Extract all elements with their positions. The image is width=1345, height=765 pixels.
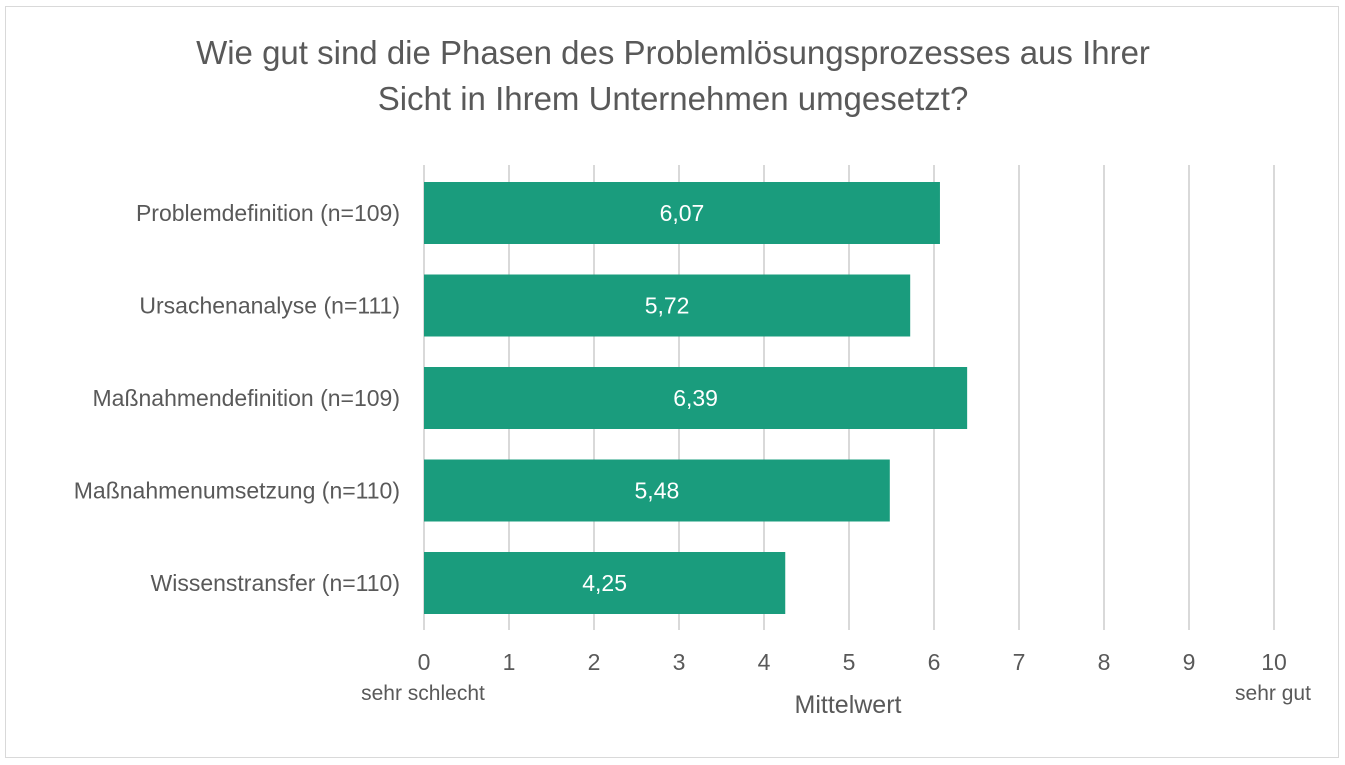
x-tick-label: 3 — [673, 649, 686, 675]
x-max-annotation: sehr gut — [1235, 682, 1311, 705]
bar-value-label: 5,48 — [635, 478, 680, 504]
bar-chart: Wie gut sind die Phasen des Problemlösun… — [74, 34, 1311, 719]
x-tick-label: 10 — [1261, 649, 1287, 675]
bar-value-label: 6,07 — [660, 200, 705, 226]
chart-title: Wie gut sind die Phasen des Problemlösun… — [196, 34, 1150, 117]
category-label: Problemdefinition (n=109) — [136, 200, 400, 226]
x-tick-label: 2 — [588, 649, 601, 675]
x-axis-ticks: 0 1 2 3 4 5 6 7 8 9 10 — [418, 649, 1287, 675]
bar-value-label: 5,72 — [645, 293, 690, 319]
bar — [424, 182, 940, 244]
x-tick-label: 0 — [418, 649, 431, 675]
bars: 6,07 5,72 6,39 5,48 4,25 — [424, 182, 968, 614]
category-label: Wissenstransfer (n=110) — [151, 570, 400, 596]
x-tick-label: 9 — [1183, 649, 1196, 675]
chart-title-line-1: Wie gut sind die Phasen des Problemlösun… — [196, 34, 1150, 71]
category-label: Maßnahmenumsetzung (n=110) — [74, 478, 400, 504]
x-tick-label: 7 — [1013, 649, 1026, 675]
x-tick-label: 8 — [1098, 649, 1111, 675]
bar — [424, 459, 890, 522]
category-labels: Problemdefinition (n=109) Ursachenanalyse… — [74, 200, 400, 596]
bar — [424, 274, 911, 337]
x-tick-label: 1 — [503, 649, 516, 675]
x-axis-label: Mittelwert — [795, 691, 902, 719]
x-tick-label: 5 — [843, 649, 856, 675]
bar-value-label: 4,25 — [582, 570, 627, 596]
chart-frame: Wie gut sind die Phasen des Problemlösun… — [5, 6, 1339, 758]
x-tick-label: 4 — [758, 649, 771, 675]
x-tick-label: 6 — [928, 649, 941, 675]
x-min-annotation: sehr schlecht — [361, 682, 485, 705]
category-label: Maßnahmendefinition (n=109) — [93, 385, 401, 411]
bar — [424, 367, 968, 429]
category-label: Ursachenanalyse (n=111) — [139, 293, 400, 319]
chart-title-line-2: Sicht in Ihrem Unternehmen umgesetzt? — [378, 80, 969, 117]
bar-value-label: 6,39 — [673, 385, 718, 411]
bar — [424, 552, 786, 614]
